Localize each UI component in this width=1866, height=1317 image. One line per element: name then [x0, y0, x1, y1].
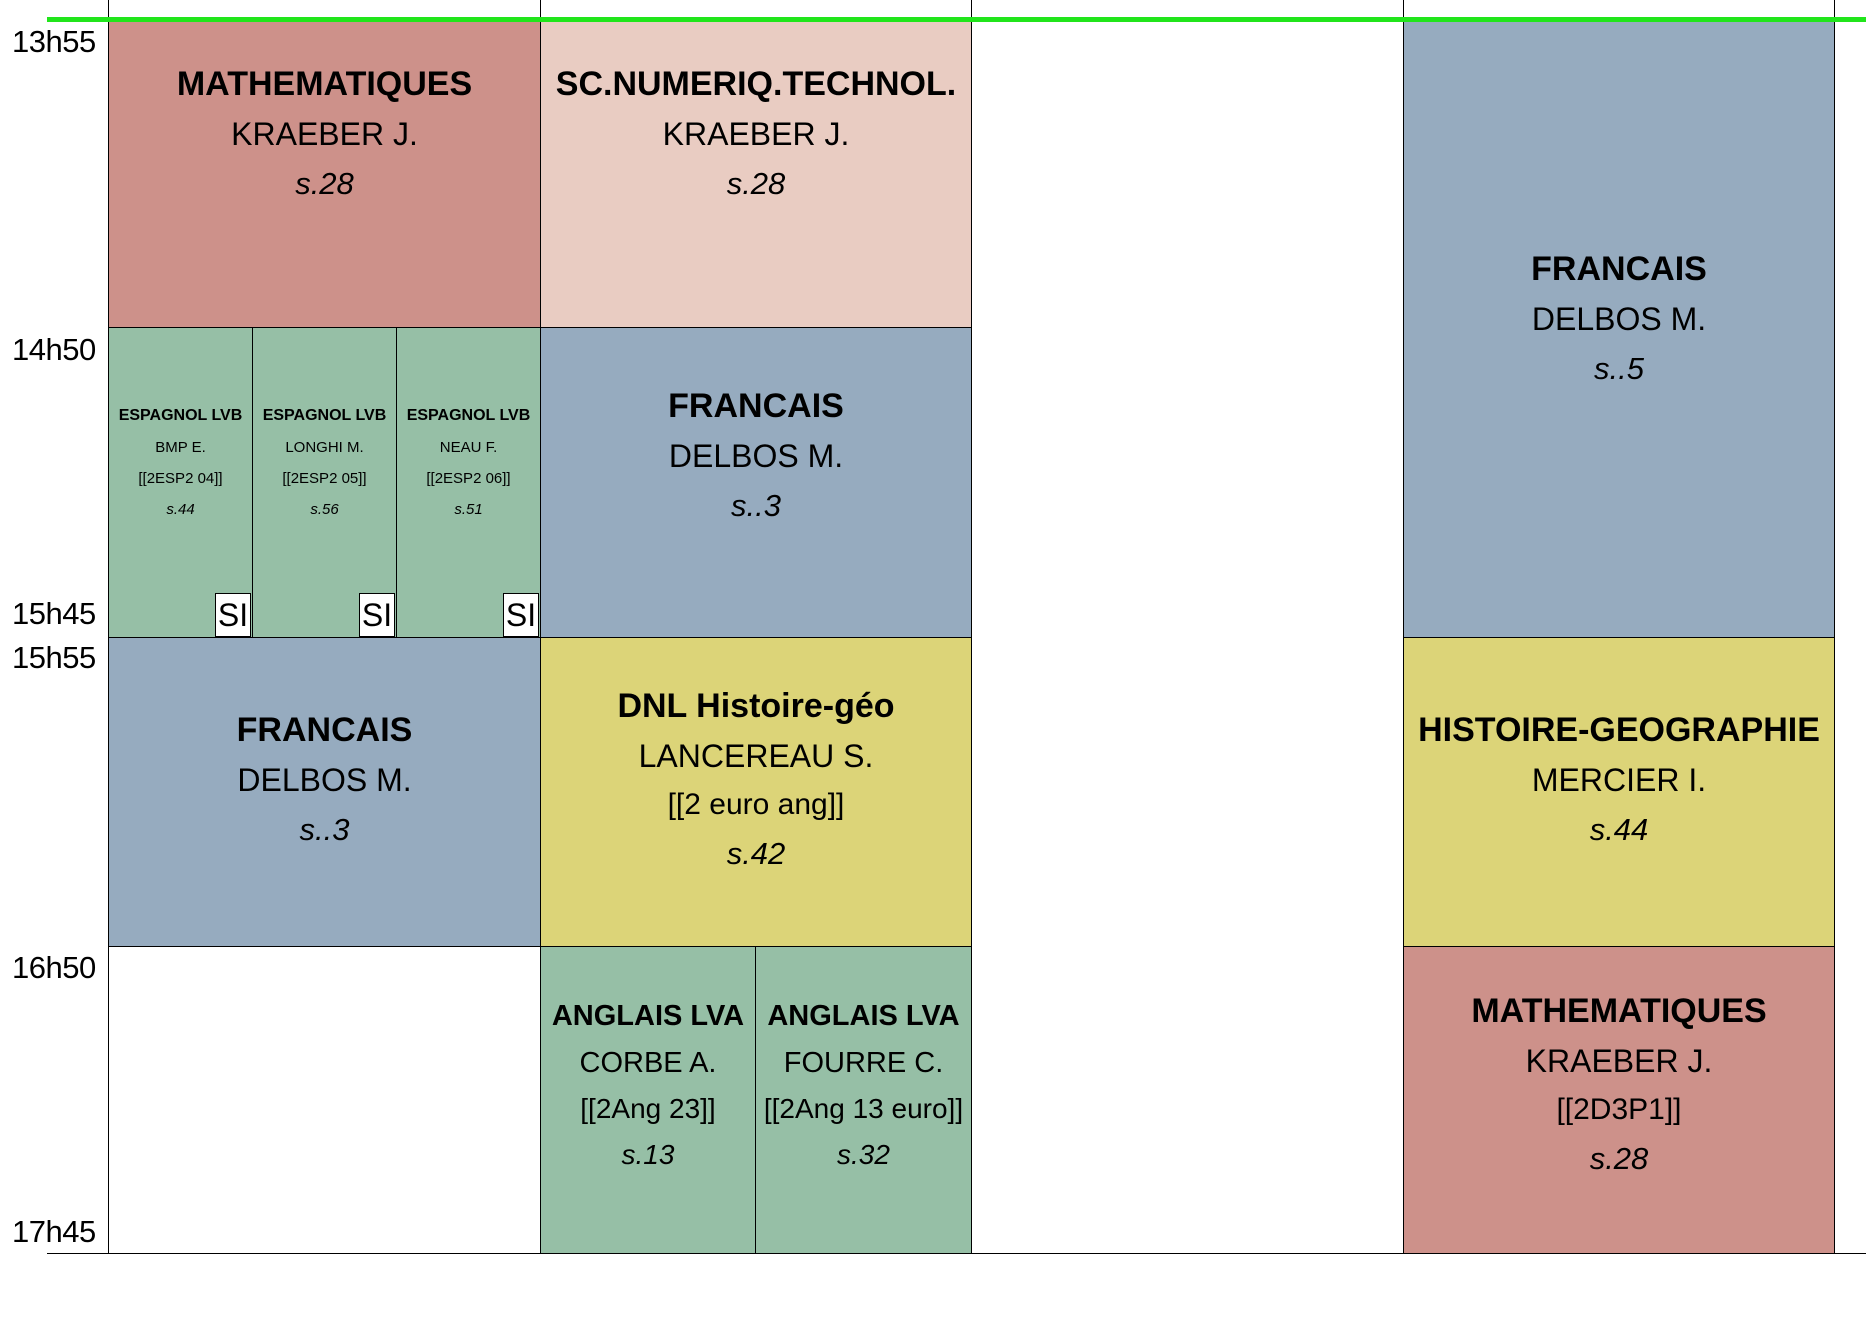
- course-teacher: DELBOS M.: [237, 762, 412, 798]
- course-room: s..3: [299, 812, 350, 847]
- course-cell-francais[interactable]: FRANCAIS DELBOS M. s..5: [1404, 20, 1834, 637]
- course-room: s.44: [1589, 812, 1649, 847]
- course-group: [[2 euro ang]]: [667, 788, 845, 821]
- course-teacher: KRAEBER J.: [1525, 1043, 1713, 1079]
- course-cell-espagnol[interactable]: ESPAGNOL LVB LONGHI M. [[2ESP2 05]] s.56…: [253, 328, 396, 637]
- course-subject: MATHEMATIQUES: [1471, 992, 1767, 1030]
- grid-line: [108, 0, 109, 1254]
- grid-line: [47, 1253, 1866, 1254]
- course-subject: ANGLAIS LVA: [767, 1000, 960, 1032]
- course-subject: FRANCAIS: [236, 711, 413, 749]
- course-group: [[2Ang 23]]: [580, 1093, 716, 1124]
- time-label: 14h50: [12, 332, 96, 367]
- course-cell-mathematiques[interactable]: MATHEMATIQUES KRAEBER J. s.28: [109, 20, 540, 327]
- course-subject: SC.NUMERIQ.TECHNOL.: [555, 64, 957, 103]
- time-label: 16h50: [12, 950, 96, 985]
- course-group: [[2Ang 13 euro]]: [763, 1093, 964, 1124]
- course-teacher: KRAEBER J.: [662, 115, 850, 152]
- grid-line: [1403, 0, 1404, 1254]
- course-room: s.28: [295, 165, 354, 201]
- course-subject: ANGLAIS LVA: [551, 1000, 745, 1032]
- time-label: 15h45: [12, 596, 96, 631]
- course-group: [[2ESP2 05]]: [282, 470, 367, 487]
- course-subject: FRANCAIS: [668, 386, 844, 425]
- course-room: s.51: [454, 501, 483, 518]
- grid-line: [1403, 637, 1834, 638]
- course-cell-sc-numeriq[interactable]: SC.NUMERIQ.TECHNOL. KRAEBER J. s.28: [541, 20, 971, 327]
- course-cell-mathematiques[interactable]: MATHEMATIQUES KRAEBER J. [[2D3P1]] s.28: [1404, 947, 1834, 1253]
- grid-line: [108, 637, 971, 638]
- course-teacher: FOURRE C.: [783, 1047, 944, 1079]
- course-room: s.32: [837, 1139, 890, 1170]
- course-cell-histoire-geographie[interactable]: HISTOIRE-GEOGRAPHIE MERCIER I. s.44: [1404, 638, 1834, 946]
- course-subject: MATHEMATIQUES: [176, 64, 473, 103]
- course-teacher: DELBOS M.: [668, 437, 844, 474]
- course-teacher: BMP E.: [155, 439, 206, 456]
- course-room: s.56: [310, 501, 339, 518]
- course-group: [[2ESP2 06]]: [426, 470, 511, 487]
- current-time-indicator: [47, 17, 1866, 22]
- time-label: 15h55: [12, 640, 96, 675]
- course-room: s..3: [731, 487, 781, 523]
- course-room: s..5: [1594, 350, 1644, 386]
- course-subject: DNL Histoire-géo: [617, 687, 895, 725]
- course-cell-espagnol[interactable]: ESPAGNOL LVB BMP E. [[2ESP2 04]] s.44 SI: [109, 328, 252, 637]
- grid-line: [755, 947, 756, 1254]
- time-label: 17h45: [12, 1214, 96, 1249]
- course-subject: ESPAGNOL LVB: [118, 407, 243, 424]
- grid-line: [1403, 946, 1834, 947]
- course-badge: SI: [215, 593, 251, 637]
- course-teacher: LANCEREAU S.: [638, 738, 874, 774]
- course-teacher: DELBOS M.: [1531, 300, 1707, 337]
- course-subject: ESPAGNOL LVB: [262, 407, 387, 424]
- course-room: s.44: [166, 501, 195, 518]
- course-cell-francais[interactable]: FRANCAIS DELBOS M. s..3: [541, 328, 971, 637]
- time-label: 13h55: [12, 24, 96, 59]
- course-cell-espagnol[interactable]: ESPAGNOL LVB NEAU F. [[2ESP2 06]] s.51 S…: [397, 328, 540, 637]
- grid-line: [108, 946, 971, 947]
- course-subject: ESPAGNOL LVB: [406, 407, 531, 424]
- course-teacher: NEAU F.: [439, 439, 498, 456]
- course-group: [[2D3P1]]: [1556, 1093, 1682, 1126]
- grid-line: [252, 328, 253, 638]
- grid-line: [971, 0, 972, 1254]
- course-subject: FRANCAIS: [1531, 249, 1707, 288]
- course-teacher: MERCIER I.: [1531, 762, 1707, 798]
- course-room: s.42: [726, 836, 786, 871]
- course-cell-anglais[interactable]: ANGLAIS LVA CORBE A. [[2Ang 23]] s.13: [541, 947, 755, 1253]
- course-cell-francais[interactable]: FRANCAIS DELBOS M. s..3: [109, 638, 540, 946]
- course-teacher: LONGHI M.: [285, 439, 364, 456]
- grid-line: [396, 328, 397, 638]
- course-badge: SI: [503, 593, 539, 637]
- grid-line: [540, 327, 971, 328]
- course-room: s.28: [1589, 1141, 1649, 1176]
- course-cell-anglais[interactable]: ANGLAIS LVA FOURRE C. [[2Ang 13 euro]] s…: [756, 947, 971, 1253]
- course-subject: HISTOIRE-GEOGRAPHIE: [1418, 711, 1820, 749]
- course-group: [[2ESP2 04]]: [138, 470, 223, 487]
- course-teacher: CORBE A.: [579, 1047, 717, 1079]
- course-room: s.13: [621, 1139, 675, 1170]
- course-cell-dnl-histoire-geo[interactable]: DNL Histoire-géo LANCEREAU S. [[2 euro a…: [541, 638, 971, 946]
- grid-line: [1834, 0, 1835, 1254]
- grid-line: [108, 327, 540, 328]
- course-room: s.28: [726, 165, 786, 201]
- course-badge: SI: [359, 593, 395, 637]
- grid-line: [540, 0, 541, 1254]
- course-teacher: KRAEBER J.: [231, 115, 418, 152]
